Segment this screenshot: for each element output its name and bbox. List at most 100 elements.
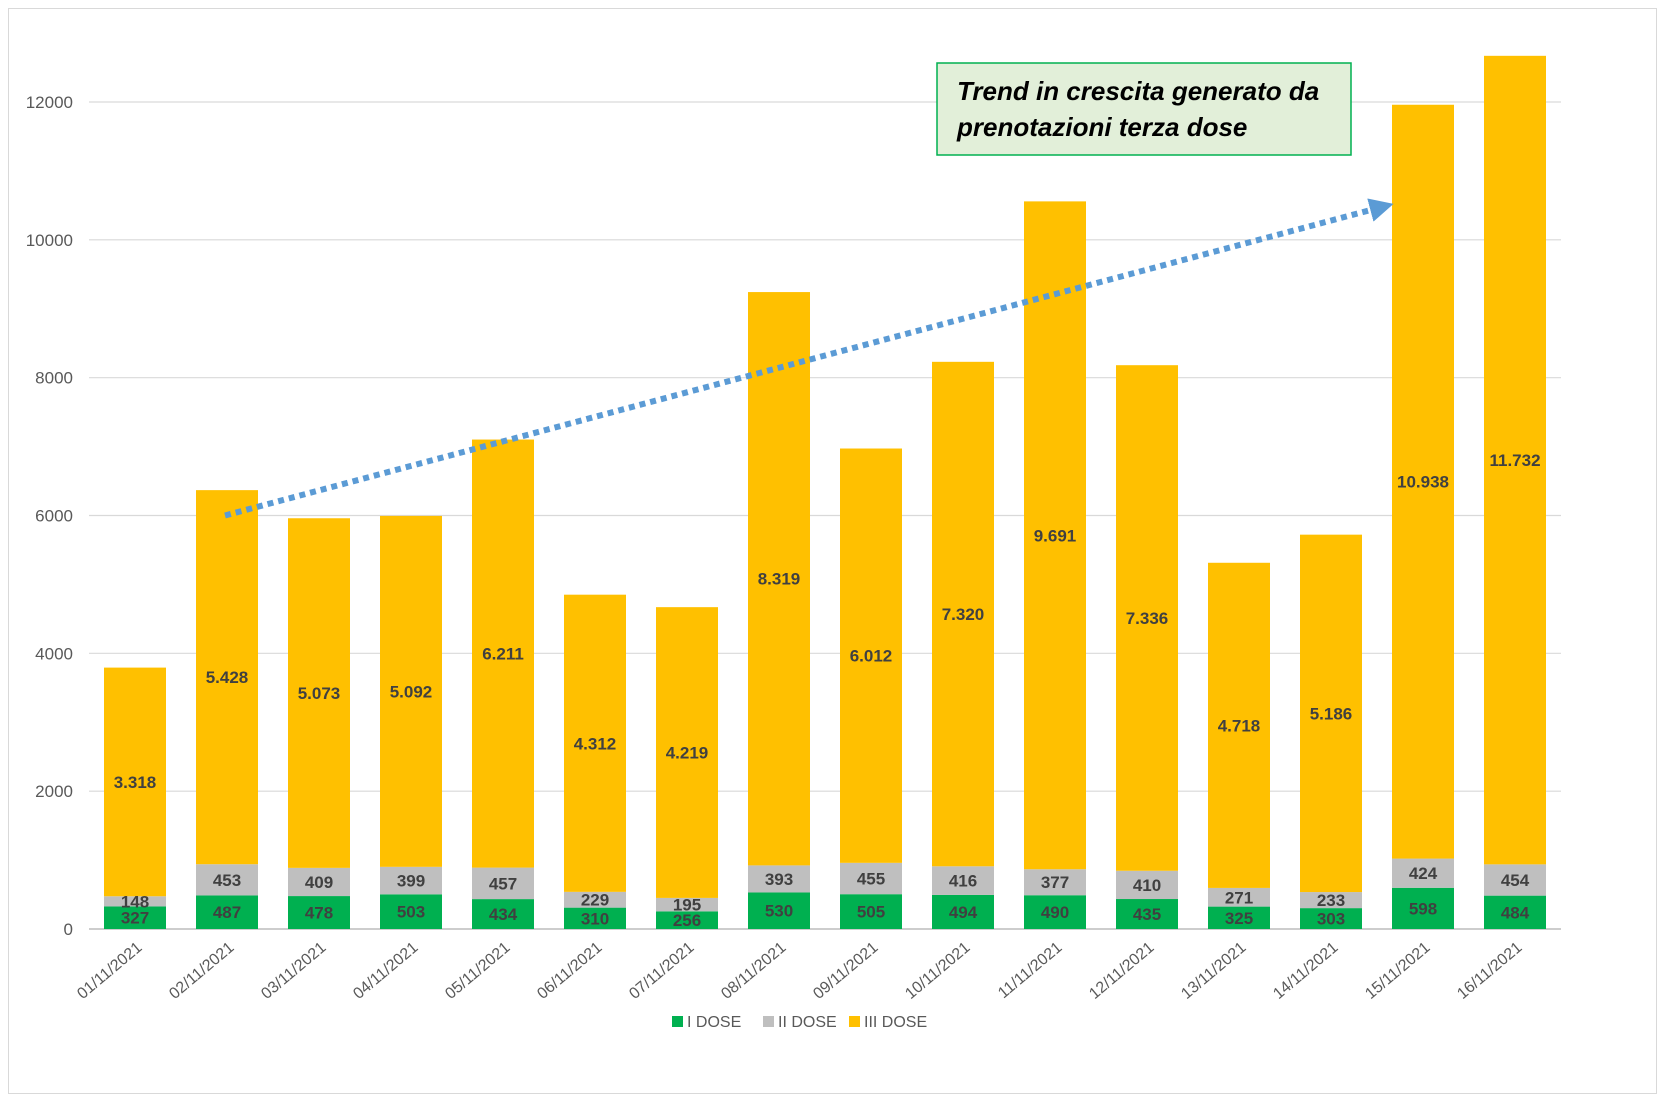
x-tick-label: 01/11/2021 — [74, 939, 145, 1003]
bar-segment-i-dose[interactable] — [1024, 895, 1086, 929]
data-label: 453 — [213, 871, 241, 890]
legend-item-ii-dose[interactable]: II DOSE — [763, 1014, 837, 1031]
x-tick-label: 13/11/2021 — [1178, 939, 1249, 1003]
data-label: 503 — [397, 903, 425, 922]
bar-segment-ii-dose[interactable] — [564, 891, 626, 908]
data-label: 5.186 — [1310, 704, 1353, 723]
x-tick-label: 06/11/2021 — [534, 939, 605, 1003]
y-tick-label: 10000 — [26, 231, 73, 250]
data-label: 424 — [1409, 864, 1438, 883]
data-label: 393 — [765, 870, 793, 889]
bar-segment-i-dose[interactable] — [840, 894, 902, 929]
data-label: 416 — [949, 872, 977, 891]
bar-segment-i-dose[interactable] — [656, 911, 718, 929]
bar-segment-iii-dose[interactable] — [196, 490, 258, 865]
bar-segment-ii-dose[interactable] — [656, 897, 718, 912]
bar-segment-ii-dose[interactable] — [840, 862, 902, 895]
bar-segment-i-dose[interactable] — [564, 907, 626, 929]
bar-segment-iii-dose[interactable] — [748, 292, 810, 866]
bar-segment-i-dose[interactable] — [288, 896, 350, 929]
y-tick-label: 12000 — [26, 93, 73, 112]
bar-segment-i-dose[interactable] — [1116, 899, 1178, 929]
data-label: 6.211 — [482, 645, 524, 664]
data-label: 4.312 — [574, 734, 617, 753]
bar-segment-ii-dose[interactable] — [1484, 864, 1546, 896]
bar-segment-ii-dose[interactable] — [1208, 887, 1270, 907]
bar-segment-i-dose[interactable] — [472, 899, 534, 929]
bar-segment-ii-dose[interactable] — [748, 865, 810, 893]
bar-segment-i-dose[interactable] — [932, 894, 994, 929]
bar-segment-ii-dose[interactable] — [104, 896, 166, 907]
bar-segment-iii-dose[interactable] — [932, 361, 994, 867]
x-tick-label: 11/11/2021 — [995, 939, 1066, 1002]
y-tick-label: 6000 — [35, 507, 73, 526]
bar-segment-i-dose[interactable] — [380, 894, 442, 929]
data-label: 455 — [857, 870, 885, 889]
bar-segment-ii-dose[interactable] — [932, 866, 994, 895]
data-label: 303 — [1317, 910, 1345, 929]
bar-segment-iii-dose[interactable] — [1208, 562, 1270, 888]
bar-segment-i-dose[interactable] — [1300, 908, 1362, 929]
bar-segment-i-dose[interactable] — [1484, 895, 1546, 929]
data-label: 3.318 — [114, 773, 157, 792]
bar-segment-iii-dose[interactable] — [840, 448, 902, 863]
bar-segment-i-dose[interactable] — [196, 895, 258, 929]
data-label: 6.012 — [850, 647, 893, 666]
bar-segment-iii-dose[interactable] — [1116, 365, 1178, 871]
data-label: 256 — [673, 911, 701, 930]
data-label: 229 — [581, 891, 609, 910]
bar-segment-iii-dose[interactable] — [656, 607, 718, 898]
legend-swatch — [763, 1016, 774, 1027]
data-label: 4.219 — [666, 744, 709, 763]
data-label: 478 — [305, 904, 333, 923]
data-label: 377 — [1041, 873, 1069, 892]
x-tick-label: 08/11/2021 — [718, 939, 789, 1003]
bar-segment-iii-dose[interactable] — [472, 439, 534, 868]
legend-label: III DOSE — [864, 1014, 927, 1031]
data-label: 271 — [1225, 888, 1253, 907]
bar-segment-ii-dose[interactable] — [196, 864, 258, 896]
x-tick-label: 05/11/2021 — [442, 939, 513, 1003]
legend-item-i-dose[interactable]: I DOSE — [672, 1014, 741, 1031]
trend-arrow-line — [224, 198, 1394, 519]
bar-segment-ii-dose[interactable] — [288, 867, 350, 897]
bar-segment-iii-dose[interactable] — [288, 518, 350, 868]
bar-segment-ii-dose[interactable] — [472, 867, 534, 900]
bar-segment-iii-dose[interactable] — [1392, 104, 1454, 859]
data-label: 434 — [489, 905, 518, 924]
bar-segment-iii-dose[interactable] — [1300, 534, 1362, 893]
bar-segment-i-dose[interactable] — [104, 906, 166, 929]
legend-item-iii-dose[interactable]: III DOSE — [849, 1014, 927, 1031]
bar-segment-ii-dose[interactable] — [1024, 869, 1086, 896]
y-tick-label: 0 — [64, 920, 73, 939]
x-tick-label: 09/11/2021 — [810, 939, 881, 1003]
x-tick-label: 15/11/2021 — [1362, 939, 1433, 1003]
bar-segment-iii-dose[interactable] — [564, 594, 626, 892]
bar-segment-ii-dose[interactable] — [1116, 870, 1178, 900]
bar-segment-iii-dose[interactable] — [380, 515, 442, 867]
bar-segment-iii-dose[interactable] — [104, 667, 166, 897]
bar-segment-i-dose[interactable] — [1392, 887, 1454, 929]
legend-label: I DOSE — [687, 1014, 741, 1031]
data-label: 7.336 — [1126, 609, 1169, 628]
bar-segment-iii-dose[interactable] — [1484, 55, 1546, 865]
legend[interactable]: I DOSE II DOSE III DOSE — [672, 1014, 927, 1031]
data-label: 327 — [121, 909, 149, 928]
data-label: 195 — [673, 896, 701, 915]
bar-segment-ii-dose[interactable] — [380, 866, 442, 895]
data-label: 484 — [1501, 903, 1530, 922]
data-label: 310 — [581, 909, 609, 928]
bar-segment-i-dose[interactable] — [748, 892, 810, 929]
annotation-box — [936, 62, 1352, 156]
data-label: 409 — [305, 873, 333, 892]
bar-segment-i-dose[interactable] — [1208, 906, 1270, 929]
bar-segment-ii-dose[interactable] — [1300, 892, 1362, 909]
trend-arrow — [224, 198, 1394, 519]
bars — [104, 55, 1546, 929]
annotation-line-2: prenotazioni terza dose — [956, 112, 1247, 142]
bar-segment-iii-dose[interactable] — [1024, 201, 1086, 870]
data-label: 454 — [1501, 871, 1530, 890]
bar-segment-ii-dose[interactable] — [1392, 858, 1454, 888]
